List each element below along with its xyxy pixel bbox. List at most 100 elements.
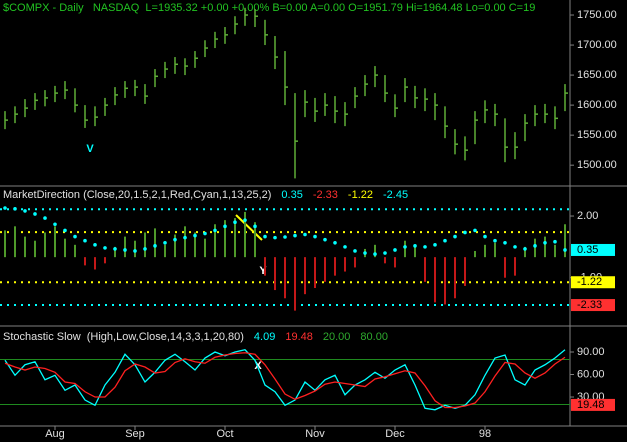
histogram-bar [4,230,6,258]
line-dot [373,252,377,256]
x-tick-label: Nov [305,428,325,440]
histogram-bar [334,257,336,276]
histogram-bar [264,257,266,276]
x-tick-label: Oct [216,428,233,440]
histogram-bar [514,257,516,276]
histogram-bar [204,238,206,258]
x-tick-label: Sep [125,428,145,440]
histogram-bar [214,224,216,258]
histogram-bar [94,257,96,270]
histogram-bar [374,244,376,258]
readout: -1.22 [348,189,373,201]
line-dot [253,224,257,229]
line-dot [493,238,497,243]
line-dot [193,233,197,238]
line-dot [233,220,237,225]
histogram-bar [244,211,246,258]
line-dot [123,248,127,252]
histogram-bar [154,228,156,258]
line-dot [43,216,47,220]
line-dot [273,235,277,240]
stochastic-line [4,349,566,411]
line-dot [103,246,107,250]
histogram-bar [534,238,536,258]
histogram-bar [324,257,326,282]
line-dot [343,245,347,249]
line-dot [73,234,77,239]
histogram-bar [114,246,116,258]
line-dot [153,244,157,248]
readout: 19.48 [285,331,313,343]
histogram-bar [414,246,416,258]
readout: -2.45 [383,189,408,201]
value-box [571,398,615,411]
line-dot [263,234,267,239]
readout: 4.09 [254,331,275,343]
line-dot [393,248,397,252]
histogram-bar [354,257,356,268]
histogram-bar [524,246,526,258]
line-dot [303,232,307,237]
line-dot [293,233,297,238]
histogram-bar [174,234,176,258]
x-tick-label: 98 [479,428,491,440]
readout: 0.35 [281,189,302,201]
line-dot [23,209,27,213]
line-dot [353,249,357,253]
histogram-bar [564,224,566,258]
histogram-bar [304,257,306,295]
histogram-bar [434,257,436,303]
readout: -2.33 [313,189,338,201]
y-tick-label: 1700.00 [577,39,617,51]
line-dot [333,240,337,245]
histogram-bar [284,257,286,299]
value-box-label: 0.35 [577,244,598,256]
line-dot [213,228,217,233]
line-dot [443,238,447,243]
readout: 80.00 [360,331,388,343]
stochastic-line [4,352,566,409]
histogram-bar [234,218,236,258]
line-dot [543,240,547,245]
histogram-bar [474,250,476,258]
y-tick-label: 60.00 [577,368,605,380]
histogram-bar [254,222,256,258]
line-dot [183,235,187,240]
line-dot [553,239,557,244]
histogram-bar [494,242,496,258]
histogram-bar [464,257,466,286]
line-dot [423,245,427,249]
line-dot [503,240,507,245]
histogram-bar [314,257,316,288]
histogram-bar [164,244,166,258]
pane-title: MarketDirection (Close,20,1.5,2,1,Red,Cy… [3,189,271,201]
line-dot [313,234,317,239]
histogram-bar [344,257,346,272]
line-dot [453,234,457,239]
line-dot [93,243,97,247]
histogram-bar [544,236,546,258]
histogram-bar [74,244,76,258]
value-box [571,243,615,256]
histogram-bar [54,226,56,258]
value-box [571,299,615,312]
line-dot [533,244,537,248]
line-dot [403,245,407,249]
line-dot [563,248,567,252]
line-dot [63,228,67,233]
line-dot [513,245,517,249]
y-tick-label: 90.00 [577,346,605,358]
histogram-bar [274,257,276,291]
line-dot [133,249,137,253]
y-tick-label: 1600.00 [577,99,617,111]
y-tick-label: 1750.00 [577,9,617,21]
line-dot [33,212,37,216]
line-dot [83,238,87,243]
line-dot [363,251,367,255]
line-dot [483,234,487,239]
histogram-bar [484,244,486,258]
value-box-label: -2.33 [577,299,602,311]
histogram-bar [224,220,226,258]
